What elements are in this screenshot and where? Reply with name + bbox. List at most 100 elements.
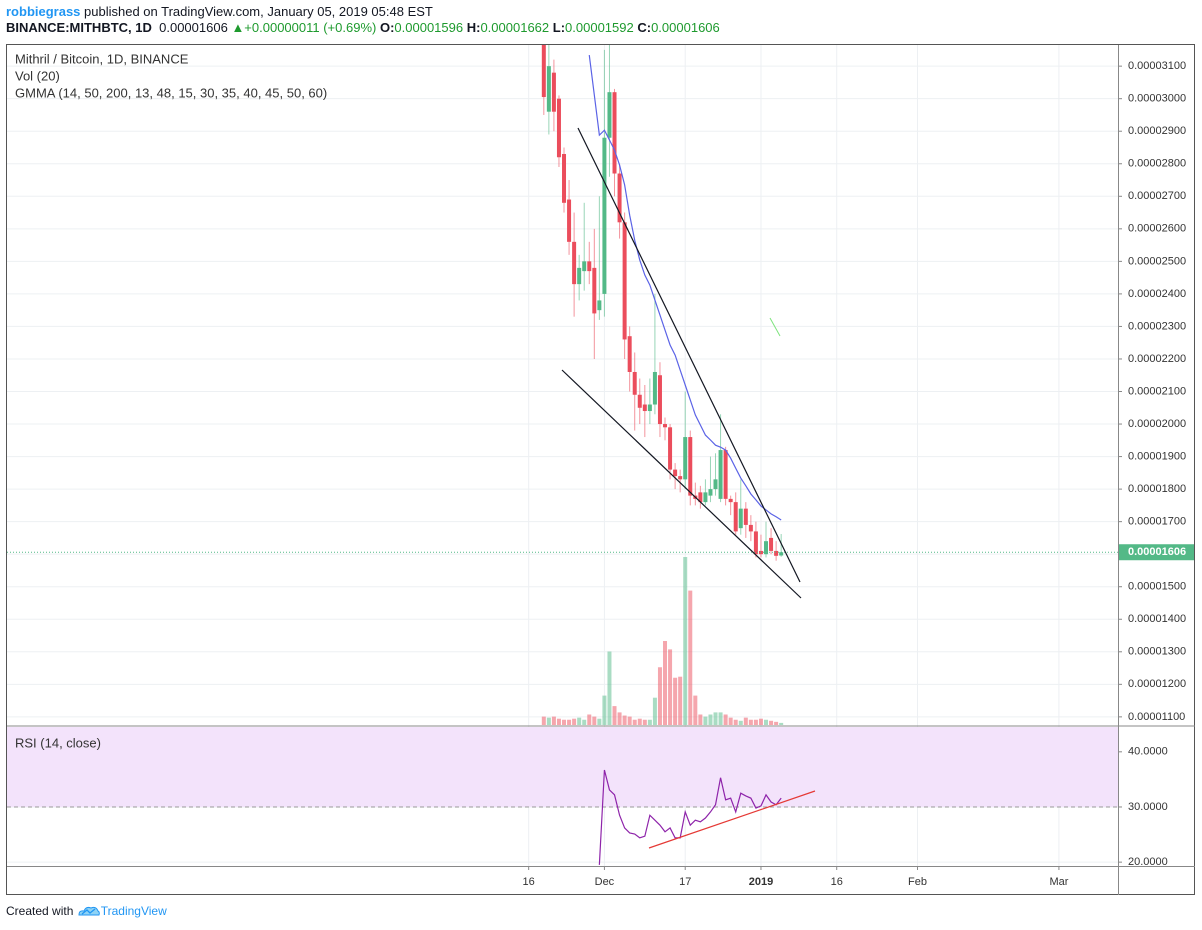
candle-body xyxy=(602,137,607,294)
volume-bar xyxy=(779,722,784,725)
candle-body xyxy=(632,371,637,395)
ohlc-value: 0.00001596 xyxy=(394,20,464,35)
y-tick-label: 0.00002400 xyxy=(1128,288,1186,300)
candle-body xyxy=(723,450,728,499)
trend-line xyxy=(577,127,801,583)
candle-body xyxy=(738,508,743,529)
y-tick-label: 0.00001100 xyxy=(1128,711,1185,723)
ohlc-value: 0.00001606 xyxy=(651,20,720,35)
candle-body xyxy=(607,92,612,138)
candle-body xyxy=(541,45,546,98)
series-line xyxy=(588,55,782,521)
last-price-label: 0.00001606 xyxy=(1128,546,1186,558)
created-with: Created with xyxy=(6,904,74,918)
volume-bar xyxy=(758,718,763,725)
candle-body xyxy=(753,531,758,555)
candle-body xyxy=(572,241,577,285)
candle-body xyxy=(582,261,587,272)
volume-bar xyxy=(577,717,582,725)
header: robbiegrass published on TradingView.com… xyxy=(6,4,720,36)
rsi-pane xyxy=(7,727,1118,865)
volume-bar xyxy=(728,717,733,725)
ohlc-value: 0.00001592 xyxy=(565,20,634,35)
ohlc-label: C: xyxy=(637,20,652,35)
y-tick-label: 40.0000 xyxy=(1128,746,1168,758)
legend-volume: Vol (20) xyxy=(15,68,60,83)
candle-body xyxy=(718,450,723,499)
volume-bar xyxy=(703,716,708,725)
volume-bar xyxy=(663,641,668,725)
volume-bar xyxy=(743,717,748,725)
quote-line: BINANCE:MITHBTC, 1D 0.00001606 ▲+0.00000… xyxy=(6,20,720,36)
x-tick-label: Dec xyxy=(595,876,615,888)
candle-body xyxy=(587,261,592,272)
y-tick-label: 0.00001700 xyxy=(1128,516,1186,528)
y-tick-label: 0.00002000 xyxy=(1128,418,1186,430)
volume-bar xyxy=(582,719,587,725)
trend-line xyxy=(561,369,802,599)
candle-body xyxy=(703,492,708,503)
volume-bar xyxy=(668,649,673,725)
candle-body xyxy=(743,508,748,525)
candle-body xyxy=(617,173,622,223)
y-tick-label: 0.00003000 xyxy=(1128,93,1186,105)
candle-body xyxy=(769,537,774,551)
volume-bar xyxy=(572,718,577,725)
x-tick-label: 2019 xyxy=(749,876,773,888)
footer: Created with TradingView xyxy=(6,904,167,919)
volume-bar xyxy=(632,719,637,725)
frame xyxy=(6,44,1195,895)
brand[interactable]: TradingView xyxy=(100,904,167,918)
candle-body xyxy=(688,437,693,496)
volume-bar xyxy=(617,712,622,725)
candle-body xyxy=(663,424,668,428)
author[interactable]: robbiegrass xyxy=(6,4,81,19)
volume-bar xyxy=(541,716,546,725)
price-pane xyxy=(541,45,784,725)
volume-bar xyxy=(551,716,556,725)
candle-body xyxy=(637,394,642,408)
candle-body xyxy=(642,404,647,412)
volume-bar xyxy=(708,714,713,725)
volume-bar xyxy=(622,715,627,725)
publish-line: robbiegrass published on TradingView.com… xyxy=(6,4,720,20)
volume-bar xyxy=(693,695,698,725)
volume-bar xyxy=(562,719,567,725)
x-tick-label: 16 xyxy=(831,876,843,888)
candle-body xyxy=(577,267,582,285)
volume-bar xyxy=(602,695,607,725)
candle-body xyxy=(733,502,738,532)
volume-bar xyxy=(652,697,657,725)
y-tick-label: 0.00001500 xyxy=(1128,581,1186,593)
y-tick-label: 0.00002900 xyxy=(1128,125,1186,137)
change: ▲+0.00000011 (+0.69%) xyxy=(231,20,377,35)
y-tick-label: 0.00002100 xyxy=(1128,385,1186,397)
volume-bar xyxy=(567,719,572,725)
x-tick-label: Mar xyxy=(1049,876,1068,888)
candle-body xyxy=(774,550,779,556)
candle-body xyxy=(546,66,551,112)
candle-body xyxy=(764,541,769,555)
y-tick-label: 20.0000 xyxy=(1128,856,1168,868)
candle-body xyxy=(683,437,688,480)
legend-rsi: RSI (14, close) xyxy=(15,735,101,750)
volume-bar xyxy=(597,718,602,725)
candle-body xyxy=(612,92,617,174)
candle-body xyxy=(708,489,713,496)
candle-body xyxy=(657,375,662,425)
volume-bar xyxy=(657,667,662,725)
y-tick-label: 0.00001400 xyxy=(1128,613,1186,625)
volume-bar xyxy=(774,721,779,725)
candle-body xyxy=(748,524,753,532)
candle-body xyxy=(622,222,627,340)
y-tick-label: 0.00001200 xyxy=(1128,678,1186,690)
candle-body xyxy=(567,199,572,242)
y-tick-label: 0.00002200 xyxy=(1128,353,1186,365)
logo xyxy=(78,906,100,916)
y-tick-label: 0.00001800 xyxy=(1128,483,1186,495)
y-tick-label: 0.00002700 xyxy=(1128,190,1186,202)
candle-body xyxy=(652,371,657,405)
published: published on TradingView.com, January 05… xyxy=(80,4,433,19)
volume-bar xyxy=(556,718,561,725)
